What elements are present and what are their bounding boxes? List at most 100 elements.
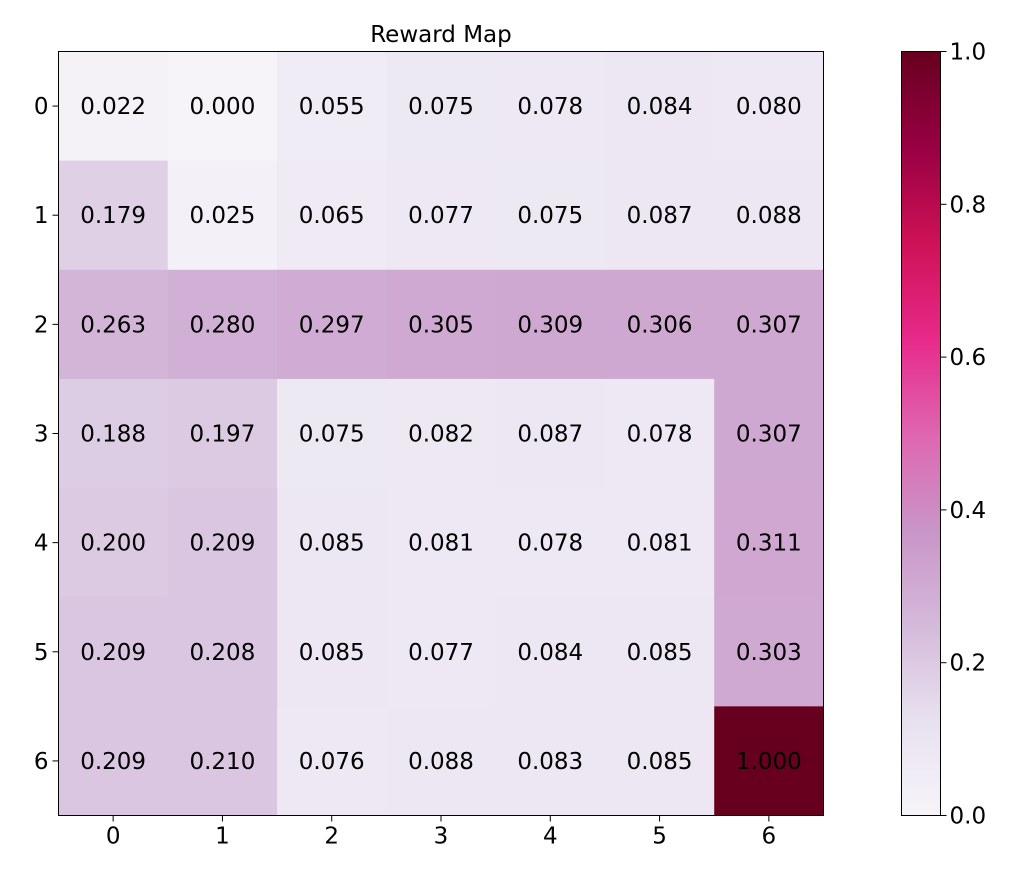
heatmap-cell: [714, 597, 824, 707]
heatmap-cell: [167, 269, 278, 380]
heatmap-cell: [495, 160, 606, 271]
cell-value-label: 0.085: [299, 640, 365, 666]
colorbar-tick-label: 0.2: [950, 651, 987, 677]
cell-value-label: 0.088: [408, 749, 474, 775]
cell-value-label: 0.078: [517, 94, 583, 120]
heatmap-value-labels: 0.022 0.000 0.055 0.075 0.078 0.084 0.080 0.179…: [80, 94, 802, 775]
heatmap-cell: [495, 51, 606, 162]
heatmap-cell: [58, 488, 169, 598]
x-tick-label: 0: [106, 824, 121, 850]
cell-value-label: 0.025: [189, 203, 255, 229]
heatmap-cell: [604, 597, 715, 707]
heatmap-cell: [386, 269, 497, 380]
cell-value-label: 0.197: [189, 422, 255, 448]
y-tick-label: 5: [34, 640, 49, 666]
cell-value-label: 0.305: [408, 312, 474, 338]
heatmap-cell: [495, 706, 606, 816]
heatmap-cell: [277, 706, 387, 816]
y-tick-label: 0: [34, 94, 49, 120]
heatmap-cells: [58, 51, 824, 816]
cell-value-label: 0.065: [299, 203, 365, 229]
heatmap-cell: [277, 160, 387, 271]
colorbar-gradient: [901, 51, 941, 816]
chart-title: Reward Map: [370, 22, 512, 48]
heatmap-cell: [604, 51, 715, 162]
cell-value-label: 0.076: [299, 749, 365, 775]
cell-value-label: 0.309: [517, 312, 583, 338]
cell-value-label: 0.078: [517, 531, 583, 557]
heatmap-cell: [58, 269, 169, 380]
heatmap-cell: [386, 488, 497, 598]
heatmap-cell: [167, 488, 278, 598]
cell-value-label: 0.307: [736, 312, 802, 338]
y-tick-label: 2: [34, 312, 49, 338]
heatmap-cell: [386, 378, 497, 489]
cell-value-label: 0.209: [189, 531, 255, 557]
cell-value-label: 0.077: [408, 640, 474, 666]
cell-value-label: 0.084: [627, 94, 693, 120]
x-tick-label: 1: [215, 824, 230, 850]
colorbar-tick-label: 0.0: [950, 804, 987, 830]
heatmap-cell: [495, 378, 606, 489]
heatmap-cell: [495, 269, 606, 380]
heatmap-cell: [714, 51, 824, 162]
colorbar-frame: [901, 51, 941, 816]
heatmap-cell: [277, 269, 387, 380]
heatmap-cell: [277, 51, 387, 162]
cell-value-label: 0.210: [189, 749, 255, 775]
cell-value-label: 0.209: [80, 640, 146, 666]
cell-value-label: 0.085: [627, 749, 693, 775]
heatmap-cell: [714, 378, 824, 489]
colorbar: 0.0 0.2 0.4 0.6 0.8 1.0: [901, 40, 987, 830]
cell-value-label: 0.263: [80, 312, 146, 338]
heatmap-cell: [58, 160, 169, 271]
y-tick-label: 6: [34, 749, 49, 775]
heatmap-cell: [714, 160, 824, 271]
cell-value-label: 0.208: [189, 640, 255, 666]
y-axis: 0 1 2 3 4 5 6: [34, 94, 59, 775]
x-tick-label: 5: [652, 824, 667, 850]
cell-value-label: 0.303: [736, 640, 802, 666]
heatmap-cell: [277, 378, 387, 489]
heatmap-cell: [277, 488, 387, 598]
heatmap-cell: [167, 597, 278, 707]
heatmap-cell: [58, 597, 169, 707]
cell-value-label: 0.081: [408, 531, 474, 557]
cell-value-label: 0.085: [627, 640, 693, 666]
heatmap-cell: [604, 488, 715, 598]
colorbar-ticks: 0.0 0.2 0.4 0.6 0.8 1.0: [940, 40, 987, 830]
x-tick-label: 6: [762, 824, 777, 850]
cell-value-label: 0.083: [517, 749, 583, 775]
cell-value-label: 0.075: [299, 422, 365, 448]
cell-value-label: 0.081: [627, 531, 693, 557]
heatmap-cell: [714, 706, 824, 816]
cell-value-label: 0.082: [408, 422, 474, 448]
cell-value-label: 0.307: [736, 422, 802, 448]
colorbar-tick-label: 1.0: [950, 40, 987, 66]
colorbar-tick-label: 0.4: [950, 498, 987, 524]
x-tick-label: 2: [324, 824, 339, 850]
heatmap-cell: [604, 160, 715, 271]
heatmap-cell: [167, 160, 278, 271]
heatmap-cell: [167, 378, 278, 489]
y-tick-label: 1: [34, 203, 49, 229]
cell-value-label: 0.200: [80, 531, 146, 557]
x-tick-label: 3: [434, 824, 449, 850]
heatmap-cell: [714, 269, 824, 380]
colorbar-tick-label: 0.6: [950, 345, 987, 371]
y-tick-label: 4: [34, 531, 49, 557]
cell-value-label: 0.297: [299, 312, 365, 338]
cell-value-label: 0.085: [299, 531, 365, 557]
cell-value-label: 0.311: [736, 531, 802, 557]
cell-value-label: 0.084: [517, 640, 583, 666]
x-axis: 0 1 2 3 4 5 6: [106, 815, 777, 850]
cell-value-label: 0.055: [299, 94, 365, 120]
colorbar-tick-label: 0.8: [950, 192, 987, 218]
cell-value-label: 0.306: [627, 312, 693, 338]
cell-value-label: 0.078: [627, 422, 693, 448]
x-tick-label: 4: [543, 824, 558, 850]
cell-value-label: 0.075: [408, 94, 474, 120]
heatmap-cell: [495, 488, 606, 598]
